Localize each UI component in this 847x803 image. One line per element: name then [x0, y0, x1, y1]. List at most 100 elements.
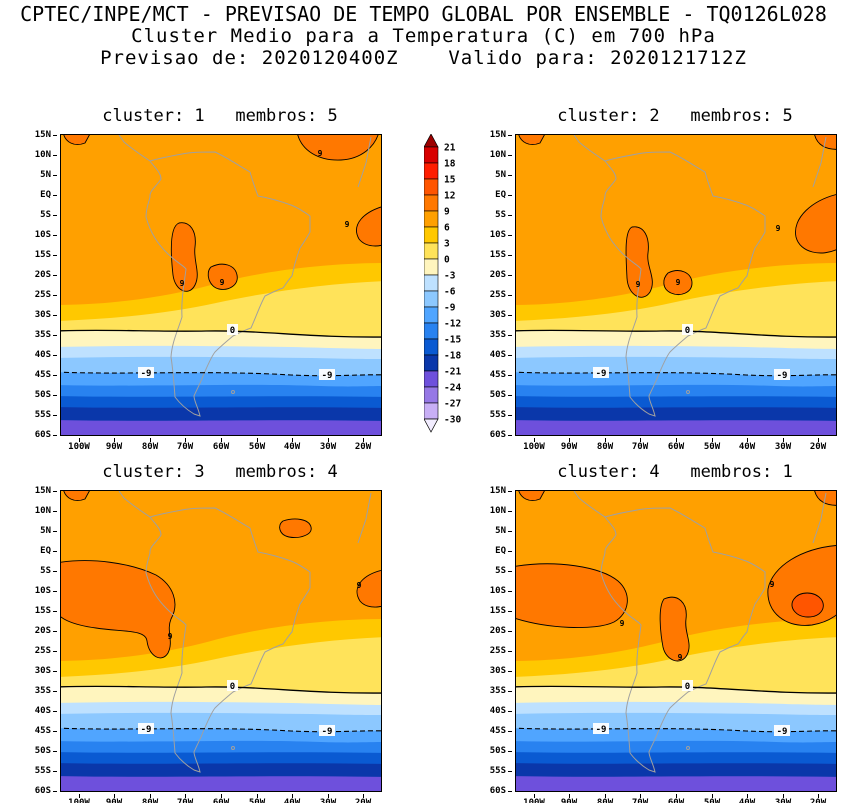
- lat-label-35S: 35S: [34, 330, 58, 340]
- panel-cluster-3: cluster: 3 membros: 4 15N 10N 5N EQ 5S 10S 15S…: [35, 462, 382, 803]
- lat-label-EQ: EQ: [40, 190, 57, 200]
- lon-label-50W: 50W: [240, 438, 274, 452]
- lon-label-30W: 30W: [766, 438, 800, 452]
- figure-valid-line: Previsao de: 2020120400Z Valido para: 20…: [100, 47, 747, 69]
- lat-label-40S: 40S: [489, 350, 513, 360]
- lat-label-35S: 35S: [34, 686, 58, 696]
- lat-label-50S: 50S: [34, 746, 58, 756]
- lon-label-20W: 20W: [801, 794, 835, 803]
- colorbar: 21 18 15 12 9 6 3 0 -3 -6 -9 -12 -15 -18 -21 -24 -27 -30: [423, 133, 494, 434]
- contour-label-9: 9: [357, 581, 362, 590]
- lon-label-70W: 70W: [168, 438, 202, 452]
- lat-label-15N: 15N: [34, 130, 58, 140]
- lat-label-55S: 55S: [34, 766, 58, 776]
- lat-label-EQ: EQ: [495, 546, 512, 556]
- panel-title-cluster-2: cluster: 2 membros: 5: [557, 106, 793, 126]
- lat-label-5N: 5N: [495, 526, 512, 536]
- panel-cluster-2: cluster: 2 membros: 5 15N 10N 5N EQ 5S 10S 15S…: [490, 106, 837, 452]
- contour-label-9: 9: [676, 278, 681, 287]
- lat-label-30S: 30S: [34, 666, 58, 676]
- colorbar-level--12: -12: [444, 319, 461, 330]
- colorbar-level--30: -30: [444, 415, 461, 426]
- lat-label-10S: 10S: [489, 230, 513, 240]
- lon-label-20W: 20W: [346, 794, 380, 803]
- temperature-map-cluster-2: 9 9 9: [515, 134, 837, 436]
- lat-label-25S: 25S: [34, 646, 58, 656]
- colorbar-level-12: 12: [444, 191, 455, 202]
- lon-label-90W: 90W: [552, 794, 586, 803]
- lat-label-5N: 5N: [40, 170, 57, 180]
- colorbar-level--18: -18: [444, 351, 461, 362]
- lat-label-15S: 15S: [34, 250, 58, 260]
- lon-label-60W: 60W: [659, 794, 693, 803]
- lat-label-10N: 10N: [489, 506, 513, 516]
- colorbar-level--27: -27: [444, 399, 461, 410]
- contour-label-9: 9: [620, 619, 625, 628]
- lat-label-5S: 5S: [40, 210, 57, 220]
- lon-label-40W: 40W: [275, 438, 309, 452]
- figure-subtitle: Cluster Medio para a Temperatura (C) em …: [131, 25, 716, 47]
- contour-label-9: 9: [318, 149, 323, 158]
- lat-label-50S: 50S: [489, 390, 513, 400]
- lat-label-20S: 20S: [489, 626, 513, 636]
- map-frame: 15N 10N 5N EQ 5S 10S 15S 20S 25S 30S 35S 40S 45S 50S 5…: [35, 486, 382, 803]
- lon-label-80W: 80W: [588, 438, 622, 452]
- lat-label-45S: 45S: [34, 370, 58, 380]
- lat-label-EQ: EQ: [495, 190, 512, 200]
- lon-label-60W: 60W: [204, 794, 238, 803]
- lat-axis: 15N 10N 5N EQ 5S 10S 15S 20S 25S 30S 35S 40S 45S 50S 5…: [29, 130, 58, 440]
- temperature-map-cluster-1: 9 9 9 9: [60, 134, 382, 436]
- figure-title: CPTEC/INPE/MCT - PREVISAO DE TEMPO GLOBA…: [20, 2, 827, 26]
- colorbar-level-15: 15: [444, 175, 456, 186]
- lat-label-50S: 50S: [489, 746, 513, 756]
- lon-label-80W: 80W: [133, 438, 167, 452]
- lat-label-10S: 10S: [34, 230, 58, 240]
- lon-label-100W: 100W: [517, 438, 551, 452]
- colorbar-level--9: -9: [444, 303, 456, 314]
- lat-label-45S: 45S: [489, 370, 513, 380]
- lat-label-35S: 35S: [489, 330, 513, 340]
- colorbar-level--21: -21: [444, 367, 461, 378]
- contour-label-9: 9: [345, 220, 350, 229]
- lat-label-30S: 30S: [489, 310, 513, 320]
- lat-label-15S: 15S: [489, 250, 513, 260]
- lat-label-55S: 55S: [489, 766, 513, 776]
- lon-label-50W: 50W: [695, 794, 729, 803]
- lon-axis: 100W 90W 80W 70W 60W 50W 40W 30W 20W: [61, 794, 381, 803]
- lon-label-80W: 80W: [133, 794, 167, 803]
- lat-label-10S: 10S: [34, 586, 58, 596]
- lat-label-20S: 20S: [34, 270, 58, 280]
- lat-label-60S: 60S: [489, 786, 513, 796]
- colorbar-scale: 21 18 15 12 9 6 3 0 -3 -6 -9 -12 -15 -18 -21 -24 -27 -30: [423, 133, 461, 433]
- lat-label-45S: 45S: [34, 726, 58, 736]
- lat-label-10N: 10N: [489, 150, 513, 160]
- lon-label-50W: 50W: [240, 794, 274, 803]
- lat-label-25S: 25S: [489, 646, 513, 656]
- panel-title-cluster-3: cluster: 3 membros: 4: [102, 462, 338, 482]
- lat-label-15N: 15N: [489, 486, 513, 496]
- lat-label-15S: 15S: [489, 606, 513, 616]
- lon-label-20W: 20W: [801, 438, 835, 452]
- lat-label-5S: 5S: [495, 210, 512, 220]
- contour-label-9: 9: [678, 653, 683, 662]
- lat-axis: 15N 10N 5N EQ 5S 10S 15S 20S 25S 30S 35S 40S 45S 50S 5…: [29, 486, 58, 796]
- colorbar-level--24: -24: [444, 383, 461, 394]
- lat-label-30S: 30S: [34, 310, 58, 320]
- map-frame: 15N 10N 5N EQ 5S 10S 15S 20S 25S 30S 35S 40S 45S 50S 5…: [490, 130, 837, 452]
- contour-label-9: 9: [636, 280, 641, 289]
- map-frame: 15N 10N 5N EQ 5S 10S 15S 20S 25S 30S 35S 40S 45S 50S 5…: [490, 486, 837, 803]
- lon-label-30W: 30W: [766, 794, 800, 803]
- lat-label-40S: 40S: [34, 706, 58, 716]
- lon-label-80W: 80W: [588, 794, 622, 803]
- lat-axis: 15N 10N 5N EQ 5S 10S 15S 20S 25S 30S 35S 40S 45S 50S 5…: [484, 130, 513, 440]
- lat-label-20S: 20S: [489, 270, 513, 280]
- map-frame: 15N 10N 5N EQ 5S 10S 15S 20S 25S 30S 35S 40S 45S 50S 5…: [35, 130, 382, 452]
- lon-label-40W: 40W: [730, 438, 764, 452]
- lat-label-EQ: EQ: [40, 546, 57, 556]
- lat-label-55S: 55S: [34, 410, 58, 420]
- lon-label-100W: 100W: [517, 794, 551, 803]
- lat-label-55S: 55S: [489, 410, 513, 420]
- lat-axis: 15N 10N 5N EQ 5S 10S 15S 20S 25S 30S 35S 40S 45S 50S 5…: [484, 486, 513, 796]
- lat-label-60S: 60S: [34, 430, 58, 440]
- colorbar-level--15: -15: [444, 335, 461, 346]
